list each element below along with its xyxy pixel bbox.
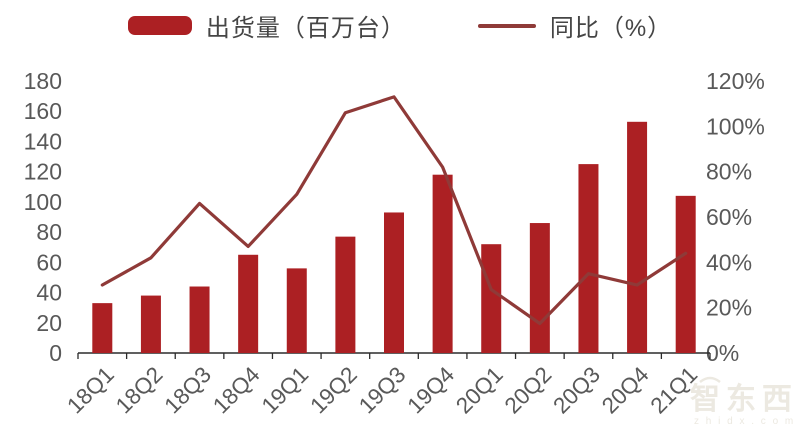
left-axis-tick-label: 160 (24, 98, 62, 124)
right-axis-tick-label: 100% (706, 113, 765, 139)
bar-20Q2 (529, 223, 550, 353)
bar-18Q3 (189, 286, 210, 353)
x-axis-label-19Q3: 19Q3 (354, 362, 411, 419)
line-series-swatch-icon (477, 23, 536, 28)
x-axis-label-19Q2: 19Q2 (305, 362, 362, 419)
x-axis-label-20Q1: 20Q1 (451, 362, 508, 419)
yoy-line (100, 95, 688, 326)
bar-19Q3 (384, 212, 404, 353)
left-axis-tick-label: 140 (24, 128, 62, 154)
bar-20Q1 (481, 244, 502, 353)
right-axis-tick-label: 80% (706, 159, 752, 185)
legend-label-shipments: 出货量（百万台） (205, 15, 406, 42)
x-axis-label-18Q2: 18Q2 (111, 362, 168, 419)
x-axis-label-18Q4: 18Q4 (208, 362, 265, 419)
x-axis-label-20Q3: 20Q3 (548, 362, 605, 419)
watermark-arc-icon (699, 376, 721, 384)
right-axis-tick-label: 0% (706, 340, 739, 366)
left-axis-tick-label: 40 (36, 280, 62, 306)
x-axis-label-20Q4: 20Q4 (597, 362, 654, 419)
bar-21Q1 (675, 195, 696, 353)
left-axis-tick-label: 0 (49, 340, 62, 366)
bar-18Q2 (140, 295, 161, 353)
right-axis-tick-label: 60% (706, 204, 752, 230)
watermark-domain: z h i d x . c o m (694, 416, 795, 427)
left-axis-tick-label: 60 (36, 249, 62, 275)
left-axis-tick-label: 20 (36, 310, 62, 336)
right-axis-tick-label: 120% (706, 68, 765, 94)
left-axis-tick-label: 180 (24, 68, 62, 94)
bar-19Q4 (432, 174, 453, 353)
bar-18Q1 (92, 303, 113, 353)
x-axis-label-19Q1: 19Q1 (257, 362, 314, 419)
bar-19Q1 (286, 268, 307, 353)
x-axis-label-18Q1: 18Q1 (62, 362, 119, 419)
right-axis-tick-label: 20% (706, 295, 752, 321)
x-axis-label-20Q2: 20Q2 (500, 362, 557, 419)
x-axis-label-19Q4: 19Q4 (403, 362, 460, 419)
bar-series-swatch-icon (127, 16, 192, 35)
left-axis-tick-label: 120 (24, 159, 62, 185)
bar-19Q2 (335, 236, 356, 353)
bar-20Q4 (627, 121, 648, 353)
right-axis-tick-label: 40% (706, 249, 752, 275)
legend-item-shipments: 出货量（百万台） (127, 8, 406, 43)
left-axis-tick-label: 80 (36, 219, 62, 245)
x-axis-label-18Q3: 18Q3 (159, 362, 216, 419)
bar-18Q4 (238, 254, 259, 353)
chart-legend: 出货量（百万台） 同比（%） (0, 8, 800, 43)
watermark-brand: 智东西 (690, 382, 798, 416)
left-axis-tick-label: 100 (24, 189, 62, 215)
bar-20Q3 (578, 164, 599, 353)
legend-item-yoy: 同比（%） (477, 8, 673, 43)
legend-label-yoy: 同比（%） (549, 15, 673, 42)
